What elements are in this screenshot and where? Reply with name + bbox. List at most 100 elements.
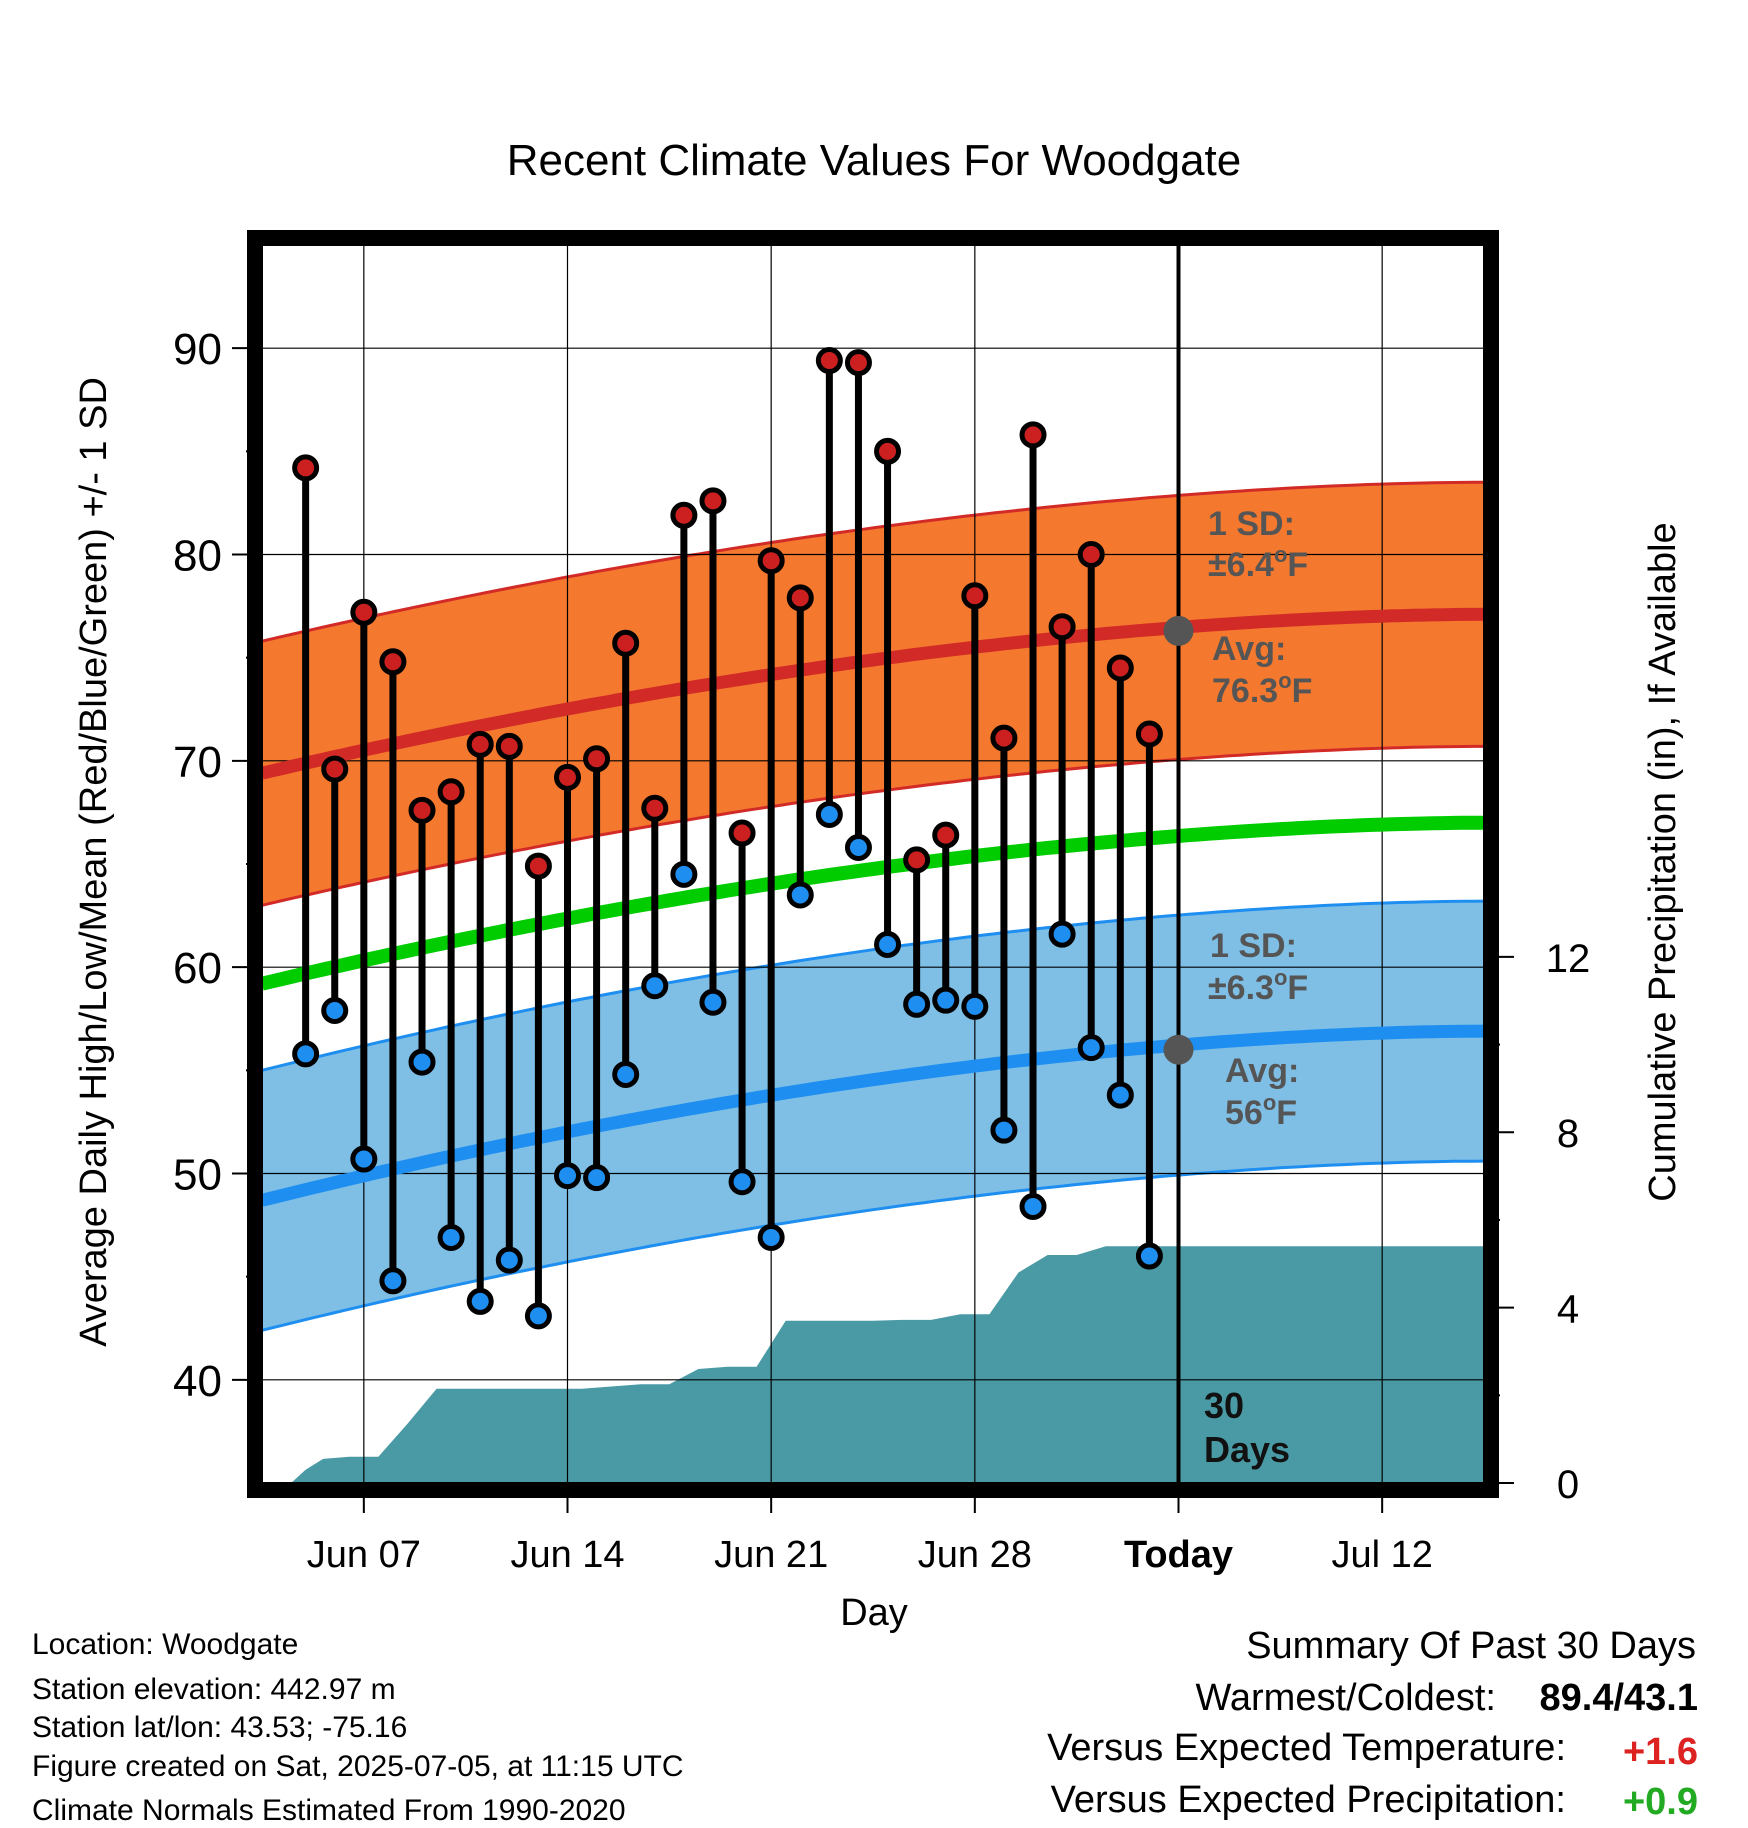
high-marker — [1106, 654, 1134, 682]
low-marker — [321, 996, 349, 1024]
high-marker — [728, 819, 756, 847]
summary-temp-value: +1.6 — [1623, 1731, 1698, 1773]
low-marker — [1135, 1242, 1163, 1270]
high-marker — [932, 821, 960, 849]
low-marker — [292, 1040, 320, 1068]
x-tick-label: Jun 14 — [510, 1534, 624, 1576]
low-marker — [495, 1246, 523, 1274]
avg-low-value: 56oF — [1225, 1090, 1297, 1132]
summary-temp-label: Versus Expected Temperature: — [1047, 1727, 1566, 1769]
high-sd-value: ±6.4oF — [1208, 542, 1308, 584]
high-marker — [437, 778, 465, 806]
footer-latlon: Station lat/lon: 43.53; -75.16 — [32, 1711, 407, 1744]
high-marker — [961, 582, 989, 610]
low-marker — [874, 930, 902, 958]
summary-precip-label: Versus Expected Precipitation: — [1051, 1779, 1566, 1821]
high-marker — [321, 755, 349, 783]
avg-high-line — [262, 607, 1484, 780]
high-marker — [786, 584, 814, 612]
y-tick-label: 80 — [173, 532, 222, 581]
high-marker — [350, 598, 378, 626]
y-tick-label: 60 — [173, 944, 222, 993]
x-tick-label: Jun 28 — [918, 1534, 1032, 1576]
low-marker — [961, 992, 989, 1020]
low-marker — [815, 800, 843, 828]
high-sd-lower-line — [262, 744, 1484, 907]
x-tick-label: Today — [1124, 1534, 1233, 1576]
y2-tick-label: 12 — [1546, 937, 1591, 981]
high-marker — [874, 437, 902, 465]
today-label: 30 — [1204, 1385, 1244, 1426]
x-tick-label: Jul 12 — [1331, 1534, 1432, 1576]
low-marker — [786, 881, 814, 909]
plot-area — [262, 245, 1484, 1483]
footer-created: Figure created on Sat, 2025-07-05, at 11… — [32, 1750, 684, 1783]
low-marker — [641, 972, 669, 1000]
low-marker — [670, 860, 698, 888]
y-tick-label: 70 — [173, 738, 222, 787]
high-marker — [495, 732, 523, 760]
high-sd-upper-line — [262, 480, 1484, 643]
y2-tick-label: 0 — [1557, 1463, 1579, 1507]
low-marker — [612, 1060, 640, 1088]
axes: 40 50 60 70 80 90 0 4 8 12 Jun 07 Jun 14 Jun 21 Jun 2… — [173, 230, 1591, 1576]
summary-title: Summary Of Past 30 Days — [1246, 1625, 1696, 1667]
low-marker — [699, 988, 727, 1016]
high-marker — [554, 763, 581, 791]
footer-elevation: Station elevation: 442.97 m — [32, 1673, 396, 1706]
high-marker — [903, 846, 931, 874]
low-marker — [932, 986, 960, 1014]
low-marker — [903, 990, 931, 1018]
low-marker — [524, 1302, 552, 1330]
x-tick-label: Jun 07 — [307, 1534, 421, 1576]
high-marker — [583, 745, 611, 773]
avg-low-label: Avg: — [1225, 1052, 1299, 1090]
y-tick-label: 40 — [173, 1357, 222, 1406]
high-marker — [1048, 613, 1076, 641]
y-tick-label: 90 — [173, 325, 222, 374]
high-marker — [524, 852, 552, 880]
avg-high-value: 76.3oF — [1212, 668, 1312, 710]
footer-location: Location: Woodgate — [32, 1628, 298, 1661]
high-marker — [815, 347, 843, 375]
avg-mean-line — [262, 815, 1484, 991]
y-axis-label: Average Daily High/Low/Mean (Red/Blue/Gr… — [73, 377, 115, 1347]
summary-warm-cold-value: 89.4/43.1 — [1540, 1677, 1698, 1719]
high-marker — [379, 648, 407, 676]
low-marker — [844, 833, 872, 861]
footer-normals: Climate Normals Estimated From 1990-2020 — [32, 1794, 626, 1827]
low-marker — [1077, 1034, 1105, 1062]
x-axis-label: Day — [840, 1592, 908, 1634]
low-sd-value: ±6.3oF — [1208, 965, 1308, 1007]
y-tick-label: 50 — [173, 1151, 222, 1200]
precip-area — [291, 1246, 1484, 1483]
summary-warm-cold-label: Warmest/Coldest: — [1195, 1677, 1496, 1719]
today-avg-high-marker — [1163, 615, 1194, 646]
low-sd-upper-line — [262, 899, 1484, 1072]
high-marker — [1135, 720, 1163, 748]
high-marker — [612, 629, 640, 657]
low-sd-label: 1 SD: — [1210, 927, 1297, 965]
low-marker — [408, 1048, 436, 1076]
high-marker — [466, 730, 494, 758]
y2-tick-label: 4 — [1557, 1288, 1579, 1332]
low-marker — [1106, 1081, 1134, 1109]
high-marker — [292, 454, 320, 482]
low-marker — [379, 1267, 407, 1295]
low-marker — [990, 1116, 1018, 1144]
high-marker — [844, 349, 872, 377]
low-marker — [1048, 920, 1076, 948]
today-label-line-2: Days — [1204, 1429, 1290, 1470]
x-tick-label: Jun 21 — [714, 1534, 828, 1576]
summary-precip-value: +0.9 — [1623, 1781, 1698, 1823]
high-marker — [1019, 421, 1047, 449]
high-marker — [1077, 541, 1105, 568]
low-marker — [583, 1164, 611, 1192]
low-marker — [437, 1223, 465, 1251]
low-marker — [757, 1223, 785, 1251]
avg-high-label: Avg: — [1212, 630, 1286, 668]
high-marker — [408, 796, 436, 824]
y2-tick-label: 8 — [1557, 1112, 1579, 1156]
high-sd-label: 1 SD: — [1208, 505, 1295, 543]
